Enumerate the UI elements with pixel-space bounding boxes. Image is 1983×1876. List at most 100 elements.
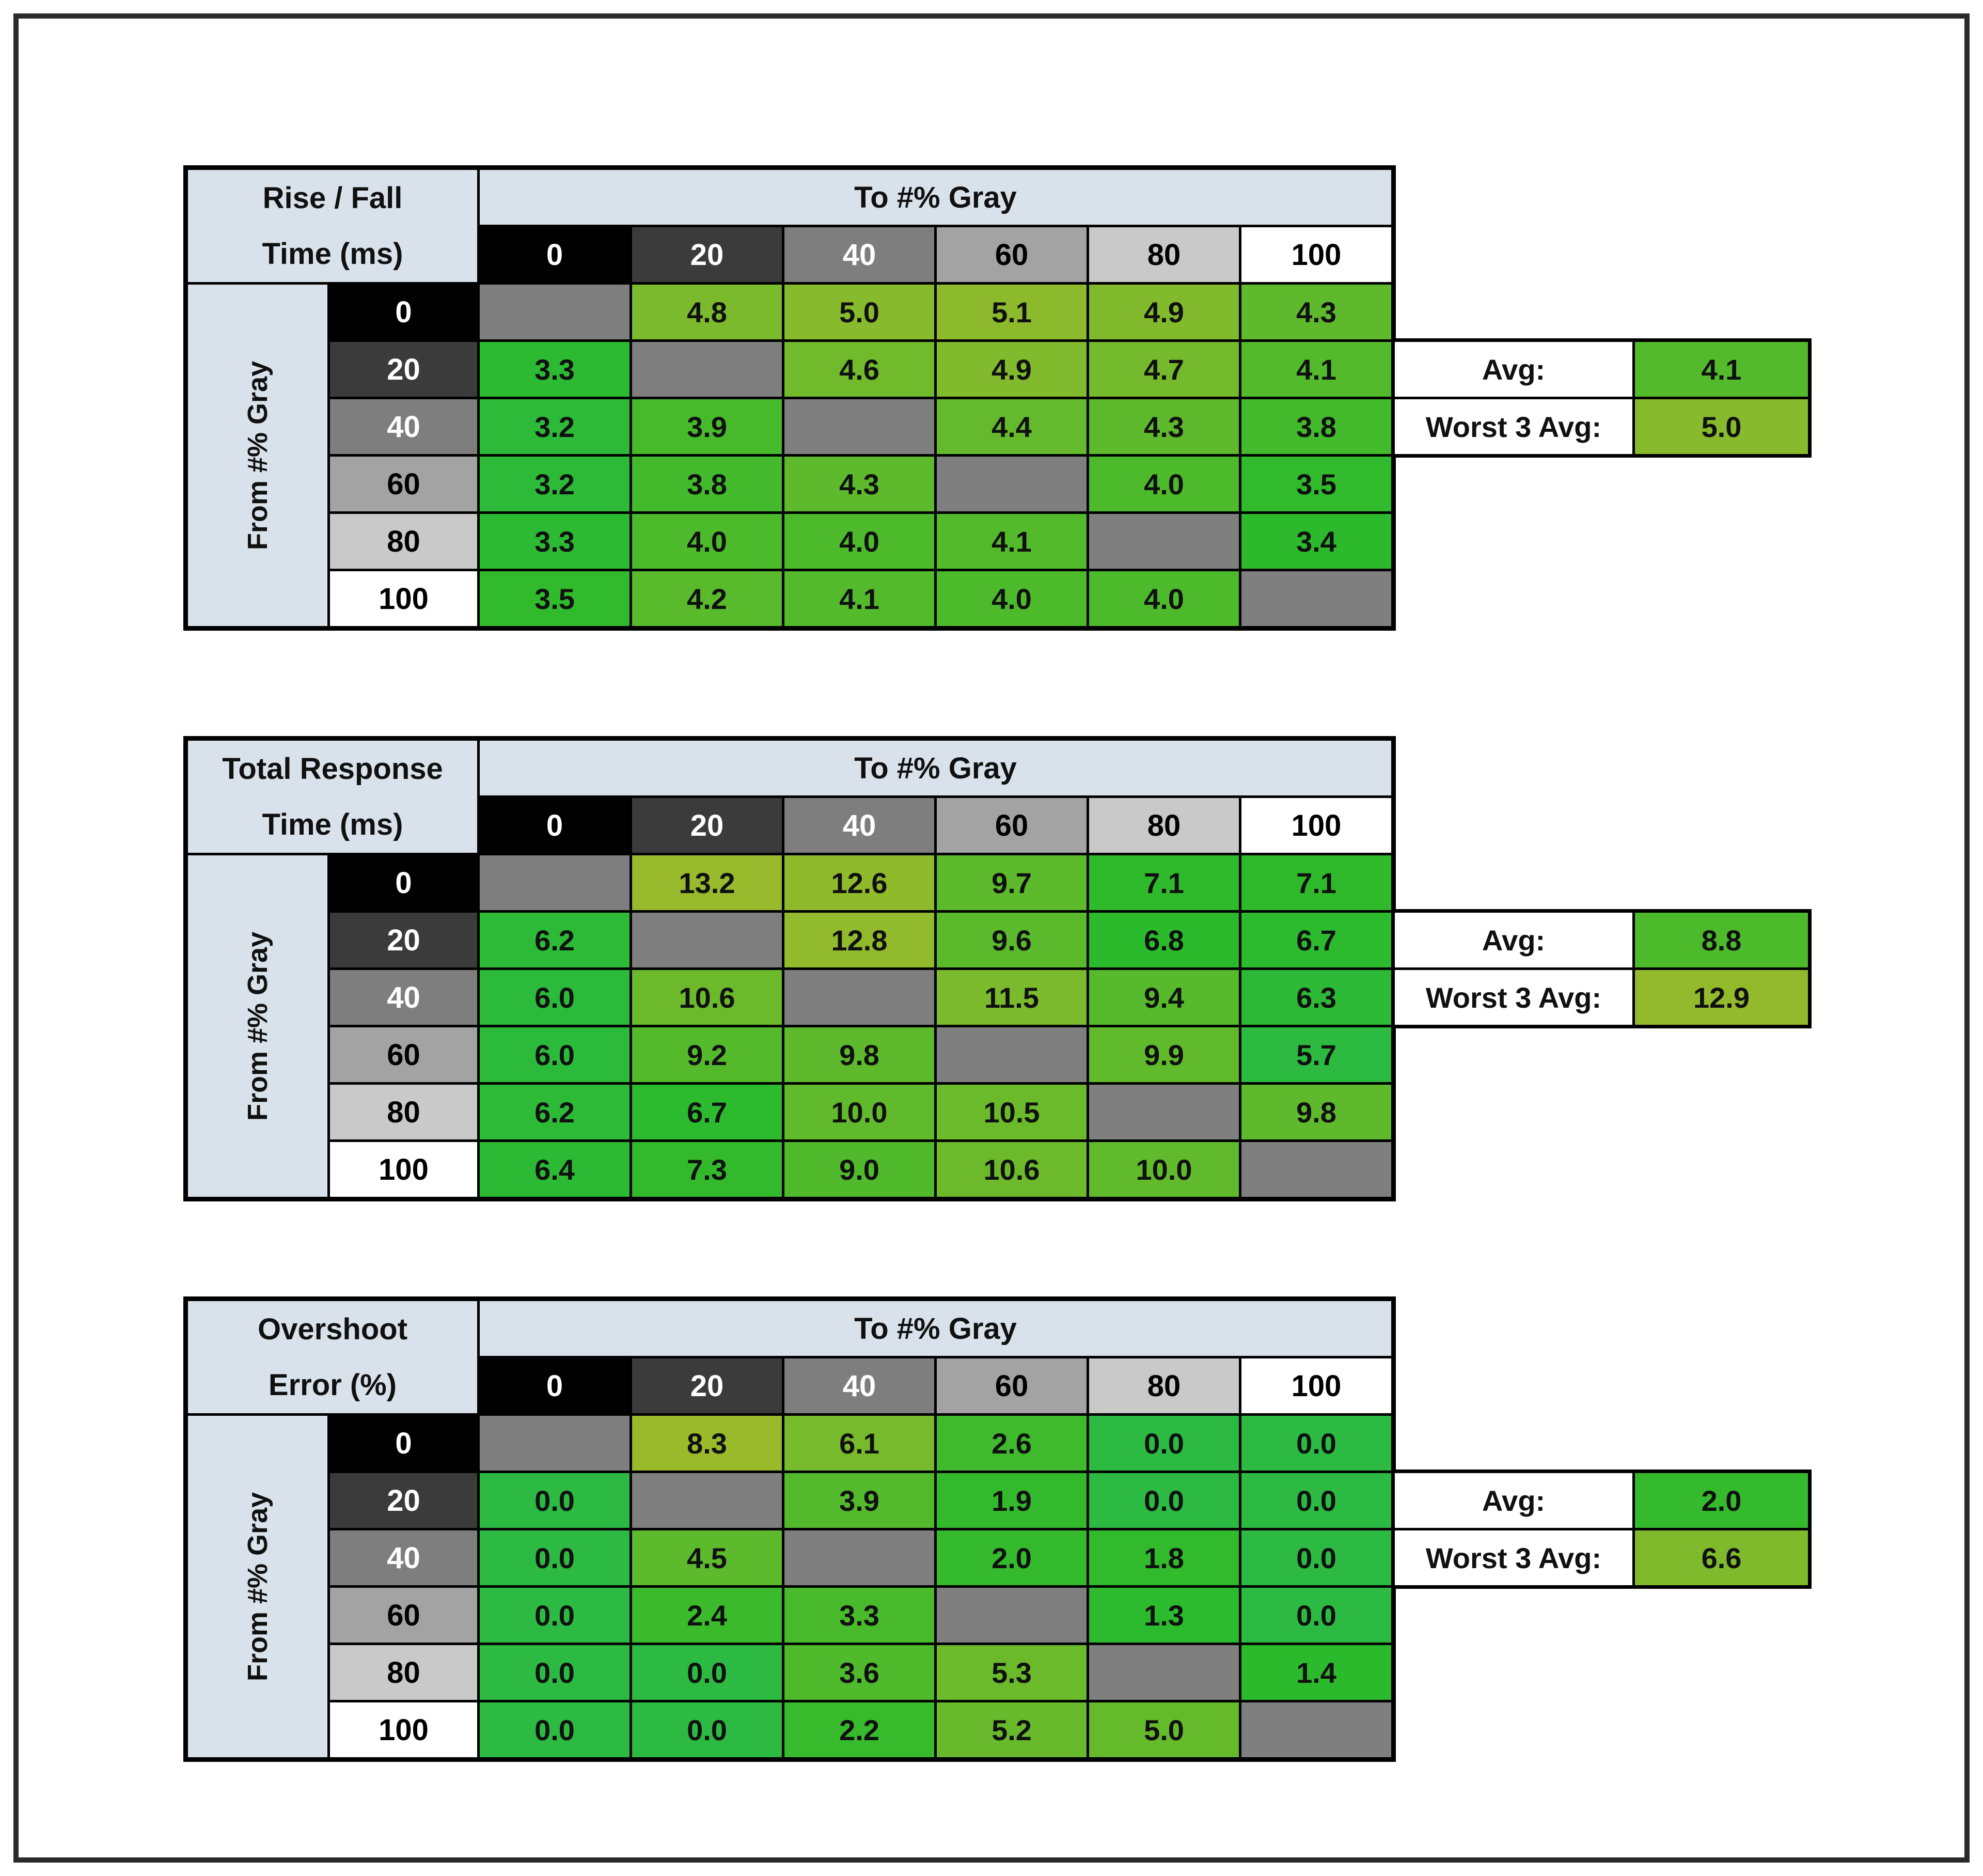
cell-100-to-40: 2.2 [784,1702,934,1757]
row-header-100: 100 [330,1142,477,1197]
table-title-rise-fall-time: Rise / Fall Time (ms) [188,170,477,282]
col-header-0: 0 [480,798,629,853]
outer-frame [13,13,1970,1863]
cell-20-to-0: 0.0 [480,1473,629,1528]
cell-40-to-60: 2.0 [937,1530,1087,1585]
row-header-60: 60 [330,1027,477,1082]
cell-0-to-20: 4.8 [632,285,782,339]
col-header-100: 100 [1241,798,1391,853]
cell-60-to-100: 5.7 [1241,1027,1391,1082]
worst3-avg-label: Worst 3 Avg: [1395,1530,1632,1585]
cell-40-to-60: 11.5 [937,970,1087,1025]
cell-80-to-20: 4.0 [632,514,782,569]
cell-20-to-40: 3.9 [784,1473,934,1528]
cell-20-to-100: 0.0 [1241,1473,1391,1528]
avg-panel-rise-fall-time: Avg: 4.1 Worst 3 Avg: 5.0 [1391,338,1812,458]
cell-60-to-20: 3.8 [632,457,782,511]
diagonal-cell [937,1027,1087,1082]
cell-60-to-40: 9.8 [784,1027,934,1082]
cell-20-to-60: 4.9 [937,342,1087,397]
cell-100-to-0: 6.4 [480,1142,629,1197]
matrix-total-response-time: Total Response Time (ms) To #% Gray 0 20 40 60… [183,736,1396,1201]
cell-20-to-60: 9.6 [937,913,1087,967]
cell-40-to-20: 10.6 [632,970,782,1025]
from-gray-label: From #% Gray [188,1416,327,1757]
row-header-20: 20 [330,342,477,397]
diagonal-cell [480,285,629,339]
cell-0-to-20: 8.3 [632,1416,782,1471]
cell-20-to-0: 6.2 [480,913,629,967]
diagonal-cell [1241,1142,1391,1197]
diagonal-cell [632,1473,782,1528]
cell-40-to-0: 6.0 [480,970,629,1025]
col-header-60: 60 [937,1358,1087,1413]
cell-80-to-20: 0.0 [632,1645,782,1700]
row-header-40: 40 [330,1530,477,1585]
table-title-line: Error (%) [268,1368,397,1402]
cell-60-to-40: 3.3 [784,1588,934,1643]
cell-0-to-100: 7.1 [1241,855,1391,910]
table-title-overshoot-error: Overshoot Error (%) [188,1301,477,1413]
cell-80-to-100: 3.4 [1241,514,1391,569]
table-title-line: Overshoot [257,1312,408,1346]
cell-60-to-0: 0.0 [480,1588,629,1643]
cell-60-to-80: 1.3 [1089,1588,1239,1643]
cell-40-to-0: 0.0 [480,1530,629,1585]
diagonal-cell [1089,514,1239,569]
cell-0-to-40: 12.6 [784,855,934,910]
cell-100-to-80: 4.0 [1089,571,1239,626]
cell-100-to-20: 0.0 [632,1702,782,1757]
cell-100-to-60: 4.0 [937,571,1087,626]
diagonal-cell [937,457,1087,511]
cell-20-to-100: 6.7 [1241,913,1391,967]
col-header-0: 0 [480,227,629,282]
diagonal-cell [480,855,629,910]
cell-40-to-80: 1.8 [1089,1530,1239,1585]
row-header-100: 100 [330,1702,477,1757]
cell-20-to-40: 4.6 [784,342,934,397]
avg-panel-overshoot-error: Avg: 2.0 Worst 3 Avg: 6.6 [1391,1469,1812,1589]
avg-label: Avg: [1395,913,1632,967]
avg-value: 4.1 [1635,342,1808,397]
cell-100-to-0: 3.5 [480,571,629,626]
cell-80-to-20: 6.7 [632,1085,782,1139]
avg-value: 2.0 [1635,1473,1808,1528]
cell-40-to-100: 6.3 [1241,970,1391,1025]
cell-40-to-0: 3.2 [480,399,629,454]
cell-60-to-0: 3.2 [480,457,629,511]
col-header-0: 0 [480,1358,629,1413]
cell-80-to-0: 3.3 [480,514,629,569]
table-title-line: Time (ms) [262,808,403,842]
worst3-avg-label: Worst 3 Avg: [1395,970,1632,1025]
cell-20-to-60: 1.9 [937,1473,1087,1528]
cell-100-to-80: 10.0 [1089,1142,1239,1197]
cell-0-to-100: 4.3 [1241,285,1391,339]
avg-value: 8.8 [1635,913,1808,967]
table-title-total-response-time: Total Response Time (ms) [188,741,477,853]
cell-20-to-80: 4.7 [1089,342,1239,397]
col-header-100: 100 [1241,227,1391,282]
cell-60-to-100: 0.0 [1241,1588,1391,1643]
row-header-20: 20 [330,1473,477,1528]
col-header-80: 80 [1089,798,1239,853]
cell-20-to-80: 6.8 [1089,913,1239,967]
row-header-40: 40 [330,970,477,1025]
col-header-60: 60 [937,798,1087,853]
cell-20-to-0: 3.3 [480,342,629,397]
cell-80-to-40: 3.6 [784,1645,934,1700]
table-overshoot-error: Overshoot Error (%) To #% Gray 0 20 40 60 80 100… [183,1296,1812,1762]
cell-40-to-20: 3.9 [632,399,782,454]
row-header-0: 0 [330,1416,477,1471]
row-header-20: 20 [330,913,477,967]
from-gray-label: From #% Gray [188,855,327,1197]
row-header-0: 0 [330,855,477,910]
cell-100-to-40: 9.0 [784,1142,934,1197]
cell-80-to-0: 0.0 [480,1645,629,1700]
cell-0-to-100: 0.0 [1241,1416,1391,1471]
cell-60-to-0: 6.0 [480,1027,629,1082]
col-header-60: 60 [937,227,1087,282]
row-header-80: 80 [330,1645,477,1700]
diagonal-cell [632,913,782,967]
cell-100-to-60: 10.6 [937,1142,1087,1197]
cell-100-to-60: 5.2 [937,1702,1087,1757]
